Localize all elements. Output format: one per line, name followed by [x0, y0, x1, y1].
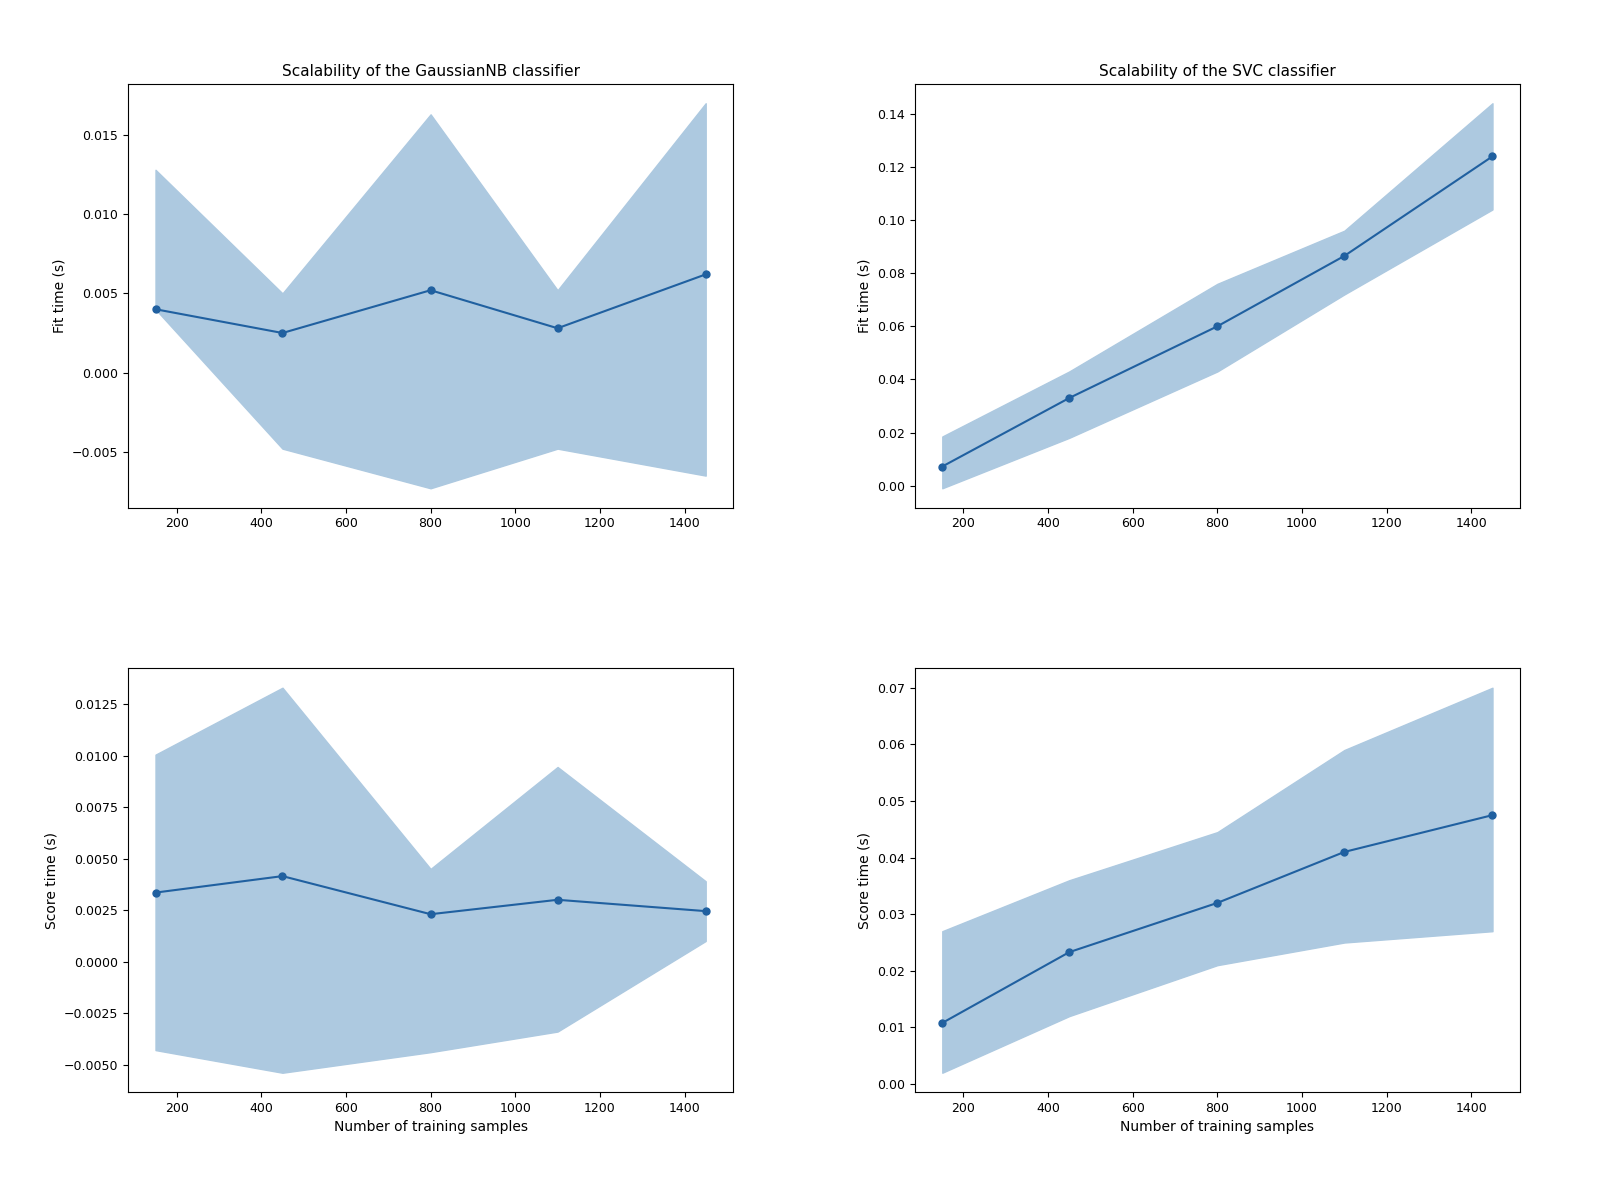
- Title: Scalability of the GaussianNB classifier: Scalability of the GaussianNB classifier: [282, 64, 579, 79]
- Y-axis label: Score time (s): Score time (s): [45, 832, 58, 929]
- Title: Scalability of the SVC classifier: Scalability of the SVC classifier: [1099, 64, 1336, 79]
- Y-axis label: Fit time (s): Fit time (s): [858, 258, 872, 334]
- X-axis label: Number of training samples: Number of training samples: [334, 1121, 528, 1134]
- X-axis label: Number of training samples: Number of training samples: [1120, 1121, 1314, 1134]
- Y-axis label: Fit time (s): Fit time (s): [53, 258, 66, 334]
- Y-axis label: Score time (s): Score time (s): [858, 832, 872, 929]
